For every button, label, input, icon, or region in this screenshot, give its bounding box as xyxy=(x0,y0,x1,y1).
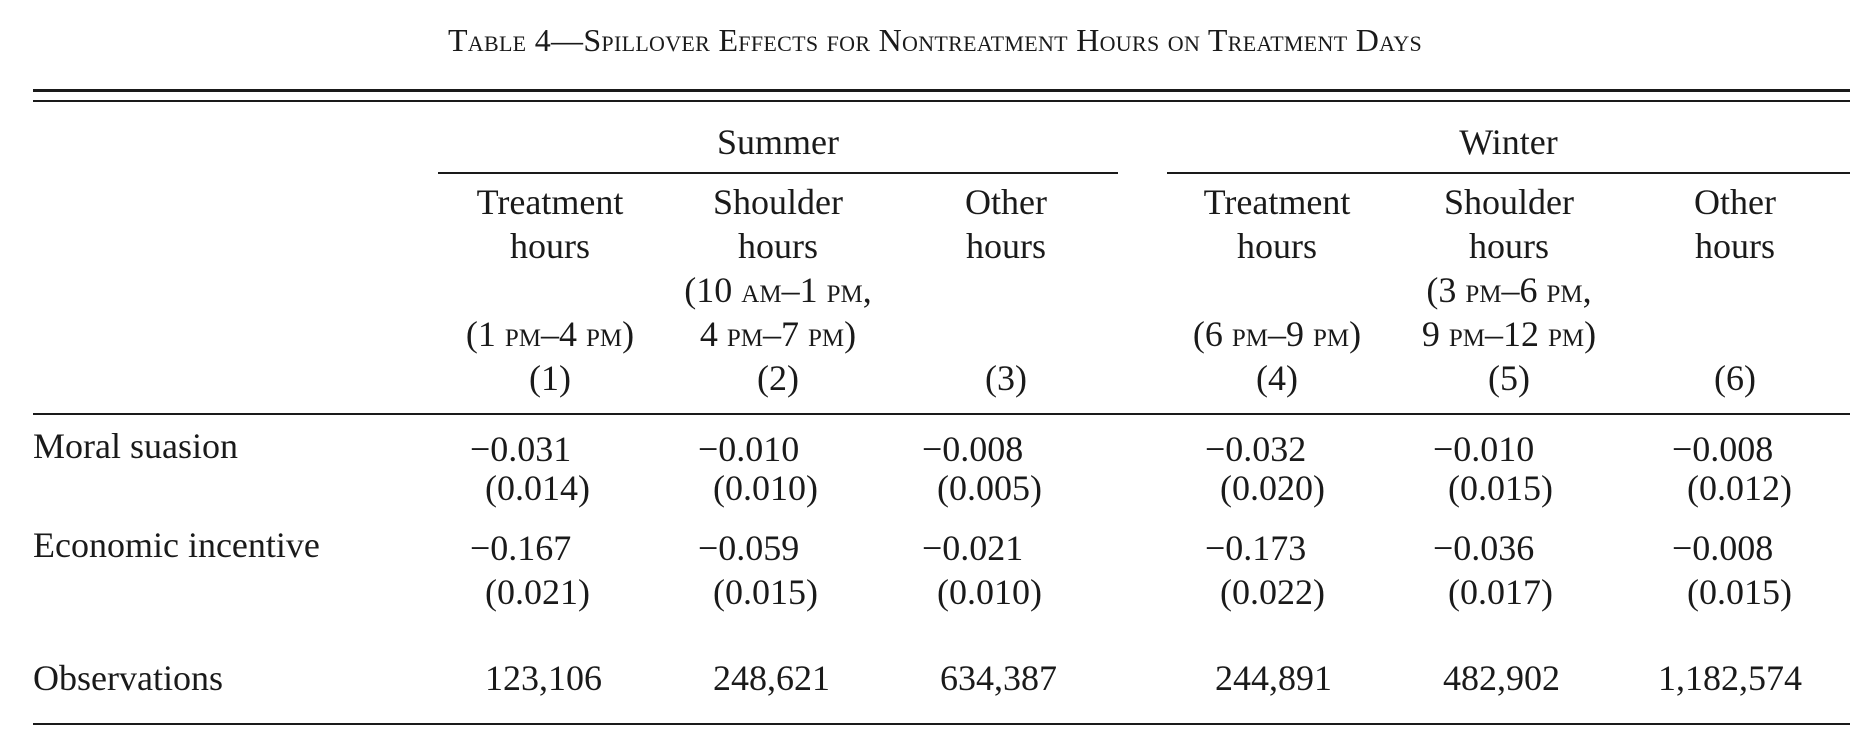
col-header-5-time2: 9 pm–12 pm) xyxy=(1421,314,1597,354)
coef-moral-suasion-col4: −0.032 xyxy=(1205,429,1307,469)
col-header-1-line1: Treatment xyxy=(476,182,624,222)
se-moral-suasion-col1: (0.014) xyxy=(485,468,590,508)
group-header-winter: Winter xyxy=(1459,122,1558,162)
col-header-3-time1 xyxy=(896,268,1116,312)
col-header-6-time2 xyxy=(1630,312,1840,356)
coef-moral-suasion-col6: −0.008 xyxy=(1672,429,1774,469)
col-header-2-number: (2) xyxy=(757,358,799,398)
observations-col6: 1,182,574 xyxy=(1658,658,1802,698)
col-header-6-line1: Other xyxy=(1694,182,1776,222)
coef-economic-incentive-col2: −0.059 xyxy=(698,528,800,568)
header-rule xyxy=(33,413,1850,415)
col-header-4-time1 xyxy=(1167,268,1387,312)
coef-economic-incentive-col6: −0.008 xyxy=(1672,528,1774,568)
col-header-5: Shoulder hours (3 pm–6 pm, 9 pm–12 pm) (… xyxy=(1394,180,1624,400)
col-header-3-line2: hours xyxy=(966,226,1046,266)
coef-economic-incentive-col5: −0.036 xyxy=(1433,528,1535,568)
col-header-5-line2: hours xyxy=(1469,226,1549,266)
summer-underline xyxy=(438,172,1118,174)
col-header-1-number: (1) xyxy=(529,358,571,398)
top-rule-1 xyxy=(33,89,1850,92)
col-header-6-number: (6) xyxy=(1714,358,1756,398)
observations-col3: 634,387 xyxy=(940,658,1057,698)
col-header-4-line1: Treatment xyxy=(1203,182,1351,222)
col-header-6: Other hours (6) xyxy=(1630,180,1840,400)
row-label-economic-incentive: Economic incentive xyxy=(33,525,320,565)
se-economic-incentive-col6: (0.015) xyxy=(1687,572,1792,612)
se-economic-incentive-col5: (0.017) xyxy=(1448,572,1553,612)
top-rule-2 xyxy=(33,100,1850,102)
col-header-2-line1: Shoulder xyxy=(713,182,843,222)
se-moral-suasion-col3: (0.005) xyxy=(937,468,1042,508)
col-header-4-line2: hours xyxy=(1237,226,1317,266)
col-header-6-time1 xyxy=(1630,268,1840,312)
col-header-3-time2 xyxy=(896,312,1116,356)
se-economic-incentive-col1: (0.021) xyxy=(485,572,590,612)
se-economic-incentive-col3: (0.010) xyxy=(937,572,1042,612)
coef-moral-suasion-col3: −0.008 xyxy=(922,429,1024,469)
col-header-2: Shoulder hours (10 am–1 pm, 4 pm–7 pm) (… xyxy=(668,180,888,400)
observations-col4: 244,891 xyxy=(1215,658,1332,698)
col-header-2-line2: hours xyxy=(738,226,818,266)
se-moral-suasion-col2: (0.010) xyxy=(713,468,818,508)
coef-moral-suasion-col2: −0.010 xyxy=(698,429,800,469)
coef-moral-suasion-col1: −0.031 xyxy=(470,429,572,469)
observations-col1: 123,106 xyxy=(485,658,602,698)
coef-economic-incentive-col4: −0.173 xyxy=(1205,528,1307,568)
observations-col5: 482,902 xyxy=(1443,658,1560,698)
col-header-4-number: (4) xyxy=(1256,358,1298,398)
col-header-1: Treatment hours (1 pm–4 pm) (1) xyxy=(440,180,660,400)
winter-underline xyxy=(1167,172,1850,174)
col-header-6-line2: hours xyxy=(1695,226,1775,266)
bottom-rule xyxy=(33,723,1850,725)
se-economic-incentive-col2: (0.015) xyxy=(713,572,818,612)
table-caption: Table 4—Spillover Effects for Nontreatme… xyxy=(447,22,1423,58)
observations-col2: 248,621 xyxy=(713,658,830,698)
se-moral-suasion-col4: (0.020) xyxy=(1220,468,1325,508)
coef-economic-incentive-col3: −0.021 xyxy=(922,528,1024,568)
se-economic-incentive-col4: (0.022) xyxy=(1220,572,1325,612)
col-header-5-number: (5) xyxy=(1488,358,1530,398)
row-label-observations: Observations xyxy=(33,658,223,698)
col-header-3: Other hours (3) xyxy=(896,180,1116,400)
col-header-3-line1: Other xyxy=(965,182,1047,222)
col-header-4: Treatment hours (6 pm–9 pm) (4) xyxy=(1167,180,1387,400)
col-header-1-time1 xyxy=(440,268,660,312)
col-header-1-line2: hours xyxy=(510,226,590,266)
col-header-1-time2: (1 pm–4 pm) xyxy=(465,314,635,354)
se-moral-suasion-col5: (0.015) xyxy=(1448,468,1553,508)
col-header-5-line1: Shoulder xyxy=(1444,182,1574,222)
col-header-4-time2: (6 pm–9 pm) xyxy=(1192,314,1362,354)
row-label-moral-suasion: Moral suasion xyxy=(33,426,238,466)
col-header-2-time2: 4 pm–7 pm) xyxy=(699,314,857,354)
col-header-2-time1: (10 am–1 pm, xyxy=(684,270,872,310)
coef-economic-incentive-col1: −0.167 xyxy=(470,528,572,568)
coef-moral-suasion-col5: −0.010 xyxy=(1433,429,1535,469)
se-moral-suasion-col6: (0.012) xyxy=(1687,468,1792,508)
group-header-summer: Summer xyxy=(717,122,839,162)
col-header-5-time1: (3 pm–6 pm, xyxy=(1426,270,1592,310)
col-header-3-number: (3) xyxy=(985,358,1027,398)
